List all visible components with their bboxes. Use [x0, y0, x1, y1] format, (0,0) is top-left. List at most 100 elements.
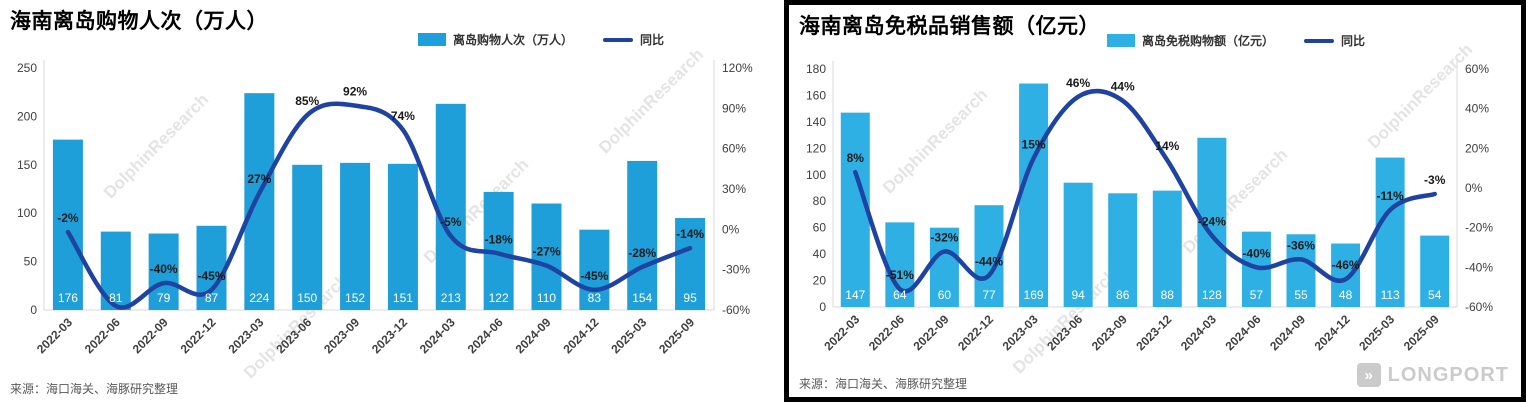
svg-text:DolphinResearch: DolphinResearch — [100, 90, 212, 202]
svg-text:-36%: -36% — [1287, 238, 1315, 252]
svg-text:-18%: -18% — [485, 233, 513, 247]
legend-line-sample — [603, 37, 634, 42]
svg-text:2022-12: 2022-12 — [955, 312, 996, 353]
svg-text:-2%: -2% — [57, 211, 79, 225]
svg-text:110: 110 — [537, 291, 556, 305]
source-note: 来源：海口海关、海豚研究整理 — [10, 382, 179, 396]
svg-text:2022-06: 2022-06 — [82, 315, 123, 356]
svg-text:DolphinResearch: DolphinResearch — [879, 85, 991, 197]
svg-text:64: 64 — [893, 288, 907, 302]
longport-logo: » LONGPORT — [1356, 363, 1509, 387]
svg-text:2024-09: 2024-09 — [513, 315, 554, 356]
svg-text:-40%: -40% — [1465, 260, 1493, 274]
svg-text:2022-12: 2022-12 — [178, 315, 219, 356]
svg-text:2022-06: 2022-06 — [866, 312, 907, 353]
svg-text:DolphinResearch: DolphinResearch — [595, 45, 707, 157]
svg-text:2022-03: 2022-03 — [821, 312, 862, 353]
svg-text:200: 200 — [17, 109, 37, 123]
svg-text:120: 120 — [806, 141, 826, 155]
svg-text:0: 0 — [30, 303, 37, 317]
svg-text:2025-09: 2025-09 — [656, 315, 697, 356]
svg-text:-60%: -60% — [1465, 300, 1493, 314]
svg-text:150: 150 — [297, 291, 317, 305]
svg-text:2024-12: 2024-12 — [1312, 312, 1353, 353]
svg-text:DolphinResearch: DolphinResearch — [1364, 40, 1476, 152]
svg-text:2022-09: 2022-09 — [130, 315, 171, 356]
svg-text:224: 224 — [249, 291, 269, 305]
legend-bar-label: 离岛免税购物额（亿元） — [1142, 34, 1275, 48]
svg-text:0%: 0% — [1465, 181, 1483, 195]
svg-text:20%: 20% — [1465, 141, 1489, 155]
svg-text:122: 122 — [489, 291, 509, 305]
svg-text:2023-09: 2023-09 — [1089, 312, 1130, 353]
svg-text:95: 95 — [683, 291, 697, 305]
svg-text:46%: 46% — [1066, 76, 1090, 90]
svg-text:2023-12: 2023-12 — [1133, 312, 1174, 353]
svg-text:250: 250 — [17, 61, 37, 75]
svg-text:100: 100 — [806, 168, 826, 182]
svg-text:-45%: -45% — [197, 269, 225, 283]
svg-text:169: 169 — [1024, 288, 1044, 302]
legend-bar-swatch — [418, 33, 446, 46]
svg-text:54: 54 — [1428, 288, 1442, 302]
svg-text:60: 60 — [813, 221, 827, 235]
svg-text:-44%: -44% — [975, 254, 1003, 268]
svg-text:100: 100 — [17, 206, 37, 220]
svg-text:2024-12: 2024-12 — [560, 315, 601, 356]
legend-line-label: 同比 — [1341, 34, 1366, 48]
svg-text:-40%: -40% — [150, 262, 178, 276]
legend-sales: 离岛免税购物额（亿元） 同比 — [1107, 32, 1365, 49]
svg-text:151: 151 — [393, 291, 413, 305]
svg-text:86: 86 — [1116, 288, 1130, 302]
svg-text:20: 20 — [813, 274, 827, 288]
svg-text:2024-03: 2024-03 — [1178, 312, 1219, 353]
chart-panel-sales: 海南离岛免税品销售额（亿元） 离岛免税购物额（亿元） 同比 DolphinRes… — [784, 0, 1526, 402]
svg-text:80: 80 — [813, 194, 827, 208]
svg-text:60%: 60% — [722, 142, 746, 156]
svg-text:113: 113 — [1381, 288, 1400, 302]
svg-text:-46%: -46% — [1332, 258, 1360, 272]
svg-text:83: 83 — [588, 291, 602, 305]
svg-text:160: 160 — [806, 88, 826, 102]
svg-text:27%: 27% — [247, 172, 271, 186]
svg-text:2023-09: 2023-09 — [321, 315, 362, 356]
svg-text:-28%: -28% — [628, 246, 656, 260]
svg-text:2024-03: 2024-03 — [417, 315, 458, 356]
svg-text:87: 87 — [205, 291, 219, 305]
chart-panel-visits: 海南离岛购物人次（万人） 离岛购物人次（万人） 同比 DolphinResear… — [10, 10, 754, 396]
svg-text:90%: 90% — [722, 101, 746, 115]
svg-text:44%: 44% — [1111, 80, 1135, 94]
svg-text:77: 77 — [982, 288, 996, 302]
svg-text:81: 81 — [109, 291, 123, 305]
svg-text:2022-03: 2022-03 — [34, 315, 75, 356]
svg-text:180: 180 — [806, 62, 826, 76]
svg-text:154: 154 — [632, 291, 652, 305]
svg-text:57: 57 — [1250, 288, 1264, 302]
svg-text:-27%: -27% — [532, 245, 560, 259]
svg-text:-32%: -32% — [930, 230, 958, 244]
svg-text:-60%: -60% — [722, 303, 750, 317]
svg-text:2024-06: 2024-06 — [1223, 312, 1264, 353]
svg-text:2025-03: 2025-03 — [608, 315, 649, 356]
svg-text:-5%: -5% — [440, 215, 462, 229]
svg-text:40%: 40% — [1465, 102, 1489, 116]
visits-chart-svg: DolphinResearchDolphinResearchDolphinRes… — [17, 45, 753, 382]
svg-text:176: 176 — [58, 291, 78, 305]
svg-text:0: 0 — [819, 300, 826, 314]
svg-text:8%: 8% — [847, 151, 865, 165]
legend-visits: 离岛购物人次（万人） 同比 — [418, 31, 664, 48]
legend-line-label: 同比 — [640, 33, 665, 47]
svg-text:DolphinResearch: DolphinResearch — [1179, 145, 1291, 257]
svg-text:-45%: -45% — [580, 269, 608, 283]
legend-bar-swatch — [1107, 34, 1135, 47]
legend-line-sample — [1304, 38, 1335, 43]
svg-text:2024-06: 2024-06 — [465, 315, 506, 356]
svg-text:150: 150 — [17, 158, 37, 172]
svg-text:40: 40 — [813, 247, 827, 261]
svg-text:50: 50 — [24, 255, 38, 269]
chart-title-sales: 海南离岛免税品销售额（亿元） — [799, 15, 1100, 38]
chart-title-visits: 海南离岛购物人次（万人） — [10, 10, 268, 33]
yoy-line — [65, 101, 693, 310]
svg-text:48: 48 — [1339, 288, 1353, 302]
svg-text:-24%: -24% — [1198, 215, 1226, 229]
